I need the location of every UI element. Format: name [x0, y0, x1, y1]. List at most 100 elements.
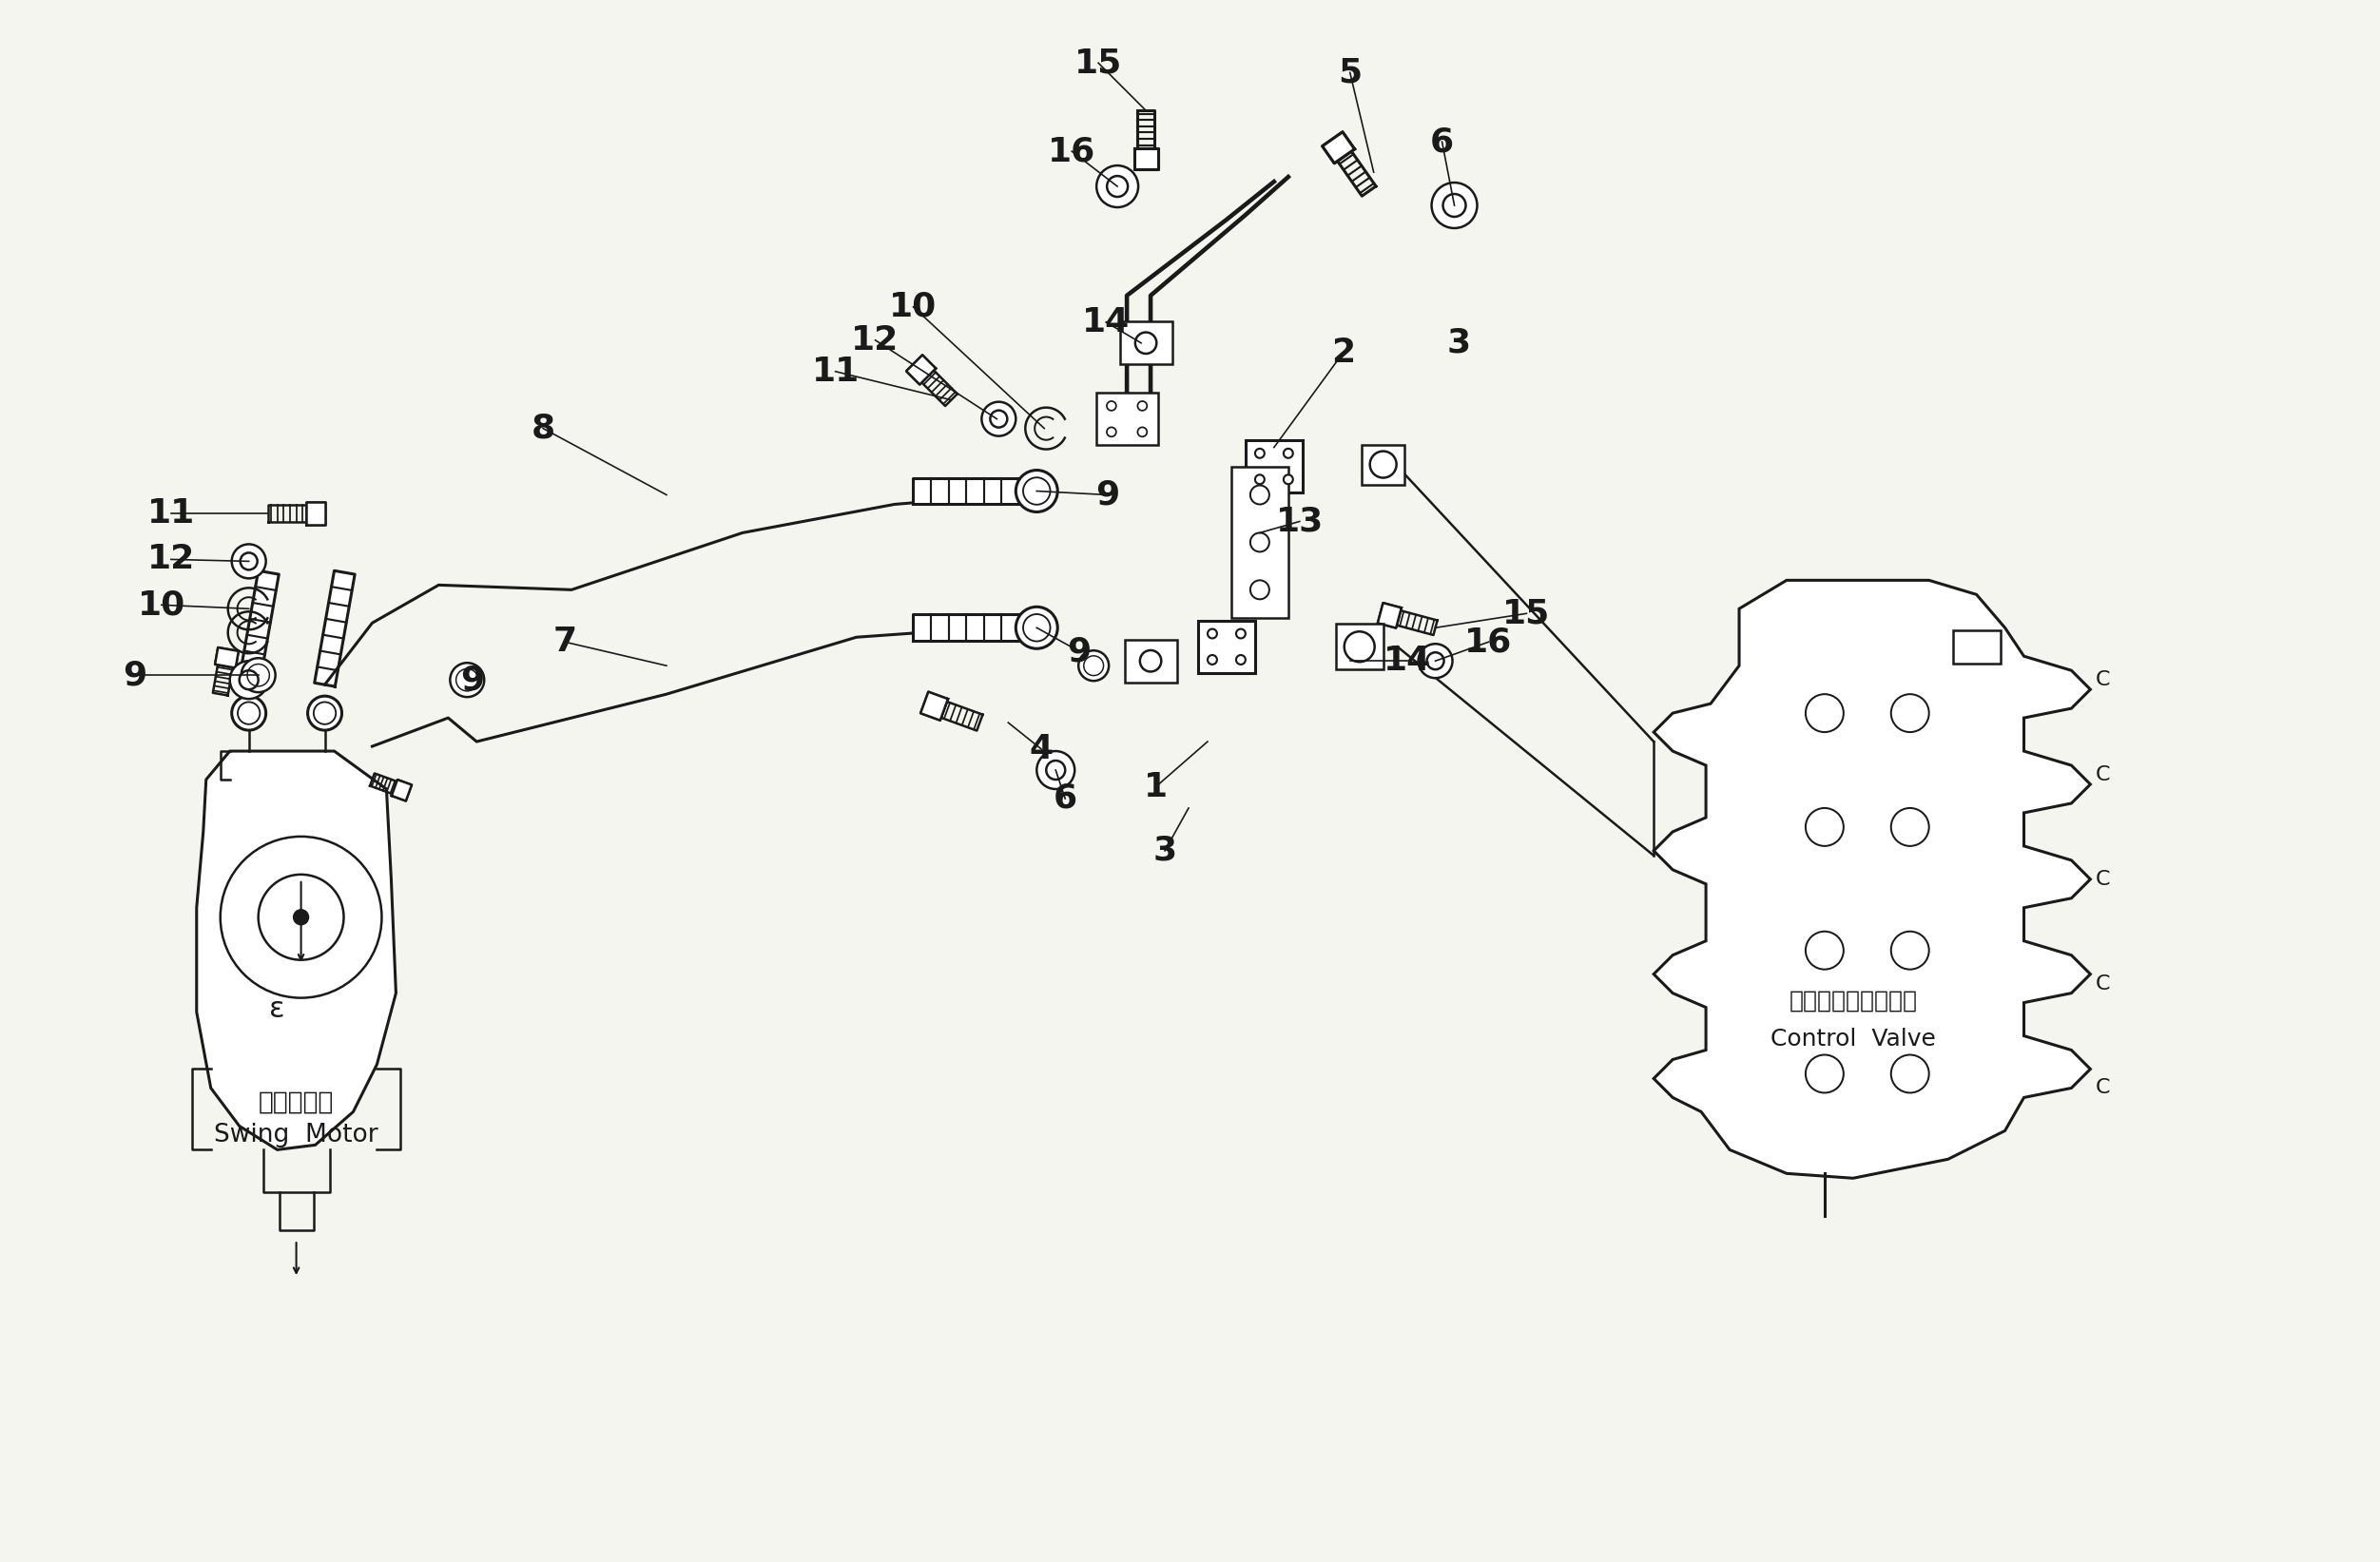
Circle shape	[307, 697, 343, 729]
Polygon shape	[907, 355, 935, 384]
Circle shape	[1892, 694, 1930, 733]
Text: 12: 12	[852, 323, 900, 356]
Text: 14: 14	[1383, 645, 1430, 676]
Circle shape	[1892, 931, 1930, 970]
Text: C: C	[2094, 765, 2109, 784]
Circle shape	[1254, 448, 1264, 458]
Bar	[1119, 322, 1171, 364]
Circle shape	[1806, 1054, 1844, 1093]
Bar	[1230, 467, 1288, 619]
Circle shape	[1097, 166, 1138, 208]
Circle shape	[1418, 644, 1452, 678]
Polygon shape	[1378, 603, 1402, 628]
Text: 15: 15	[1073, 47, 1123, 80]
Text: 9: 9	[459, 664, 483, 697]
Polygon shape	[238, 570, 278, 686]
Circle shape	[1345, 631, 1376, 662]
Circle shape	[1428, 653, 1445, 670]
Text: 9: 9	[1095, 478, 1121, 511]
Text: 9: 9	[124, 659, 148, 692]
Text: 6: 6	[1430, 125, 1454, 158]
Polygon shape	[1654, 580, 2090, 1178]
Circle shape	[293, 909, 309, 925]
Circle shape	[231, 544, 267, 578]
Text: 2: 2	[1330, 336, 1354, 369]
Circle shape	[1250, 533, 1269, 551]
Text: 旋回モータ: 旋回モータ	[259, 1090, 333, 1115]
Text: Control  Valve: Control Valve	[1771, 1028, 1935, 1050]
Polygon shape	[314, 570, 355, 686]
Circle shape	[1016, 608, 1057, 648]
Circle shape	[1892, 808, 1930, 847]
Circle shape	[1254, 475, 1264, 484]
Circle shape	[1250, 486, 1269, 505]
Circle shape	[1078, 650, 1109, 681]
Text: Swing  Motor: Swing Motor	[214, 1123, 378, 1148]
Polygon shape	[393, 779, 412, 801]
Circle shape	[1442, 194, 1466, 217]
Circle shape	[1433, 183, 1478, 228]
Text: 10: 10	[890, 291, 938, 323]
Circle shape	[1207, 629, 1216, 639]
Circle shape	[240, 658, 276, 692]
Text: コントロールバルブ: コントロールバルブ	[1790, 989, 1918, 1012]
Circle shape	[1138, 428, 1147, 437]
Bar	[1097, 392, 1157, 445]
Circle shape	[1806, 931, 1844, 970]
Bar	[1335, 623, 1383, 670]
Circle shape	[1107, 428, 1116, 437]
Bar	[1361, 445, 1404, 484]
Text: 10: 10	[138, 589, 186, 622]
Circle shape	[1806, 694, 1844, 733]
Circle shape	[1135, 333, 1157, 353]
Bar	[1123, 639, 1176, 683]
Text: 6: 6	[1054, 783, 1078, 815]
Text: C: C	[2094, 1078, 2109, 1098]
Polygon shape	[914, 478, 1038, 505]
Circle shape	[1283, 475, 1292, 484]
Circle shape	[240, 553, 257, 570]
Text: 11: 11	[148, 498, 195, 530]
Text: ε: ε	[269, 995, 286, 1023]
Circle shape	[1235, 654, 1245, 664]
Text: 9: 9	[1066, 636, 1092, 667]
Circle shape	[450, 662, 483, 697]
Polygon shape	[214, 648, 238, 669]
Polygon shape	[198, 751, 395, 1150]
Text: 7: 7	[552, 626, 576, 658]
Polygon shape	[1323, 131, 1354, 164]
Text: C: C	[2094, 975, 2109, 993]
Text: 14: 14	[1083, 306, 1130, 339]
Circle shape	[1371, 451, 1397, 478]
Circle shape	[1107, 401, 1116, 411]
Text: 16: 16	[1464, 626, 1511, 658]
Text: 1: 1	[1142, 772, 1166, 803]
Circle shape	[990, 411, 1007, 428]
Circle shape	[1038, 751, 1076, 789]
Circle shape	[1250, 580, 1269, 600]
Polygon shape	[305, 503, 324, 525]
Circle shape	[231, 697, 267, 729]
Circle shape	[1235, 629, 1245, 639]
Text: 4: 4	[1031, 733, 1054, 765]
Text: 12: 12	[148, 544, 195, 575]
Text: C: C	[2094, 670, 2109, 689]
Text: 13: 13	[1276, 505, 1323, 537]
Polygon shape	[921, 692, 947, 720]
Circle shape	[1047, 761, 1066, 779]
Polygon shape	[914, 614, 1038, 640]
Text: 11: 11	[812, 355, 859, 387]
Circle shape	[1283, 448, 1292, 458]
Bar	[1245, 440, 1302, 492]
Circle shape	[231, 661, 269, 698]
Circle shape	[1107, 177, 1128, 197]
Text: 3: 3	[1447, 326, 1471, 359]
Text: 3: 3	[1152, 834, 1176, 867]
Text: 8: 8	[531, 412, 555, 445]
Circle shape	[240, 670, 259, 689]
Bar	[1952, 629, 1999, 664]
Circle shape	[1806, 808, 1844, 847]
Circle shape	[1207, 654, 1216, 664]
Circle shape	[1892, 1054, 1930, 1093]
Polygon shape	[1133, 148, 1157, 169]
